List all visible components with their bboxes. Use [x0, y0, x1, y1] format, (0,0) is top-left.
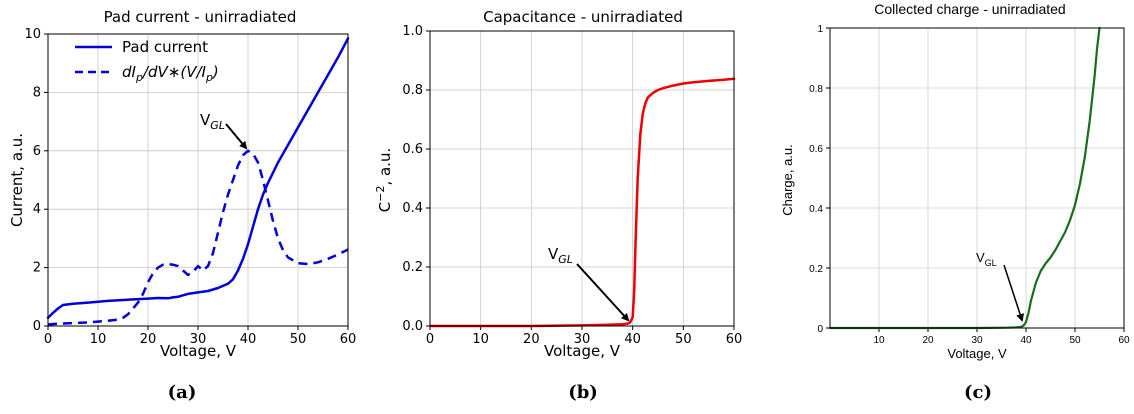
chart-b-xtick-label: 10 — [472, 332, 489, 347]
chart-c-xtick-label: 30 — [971, 335, 983, 346]
chart-a-xtick-label: 30 — [190, 332, 207, 347]
chart-c-xtick-label: 20 — [922, 335, 934, 346]
chart-b-annotation-text: VGL — [548, 245, 573, 266]
chart-c-ytick-label: 0.2 — [809, 264, 823, 275]
chart-b-lines — [428, 77, 736, 328]
chart-b-ytick-label: 0.0 — [402, 319, 423, 334]
chart-a-xtick-label: 0 — [44, 332, 52, 347]
chart-b-xtick-label: 0 — [426, 332, 434, 347]
chart-c-ytick-label: 0.8 — [809, 84, 823, 95]
chart-a-series-0-line — [46, 37, 350, 320]
chart-b-ytick-label: 0.2 — [402, 260, 423, 275]
chart-b-ylabel: C−2, a.u. — [374, 148, 394, 212]
chart-a-panel-label: (a) — [168, 382, 197, 403]
chart-a-xlabel: Voltage, V — [160, 342, 237, 360]
chart-b-ytick-label: 0.6 — [402, 142, 423, 157]
chart-c-ytick-label: 0.4 — [809, 204, 823, 215]
chart-b-ytick-label: 0.4 — [402, 201, 423, 216]
chart-b-series-0-line — [428, 77, 736, 328]
chart-a-series-1-line — [47, 149, 349, 326]
chart-c-title: Collected charge - unirradiated — [874, 1, 1065, 17]
chart-b-annotation-arrow — [576, 263, 630, 322]
chart-b-xtick-label: 30 — [574, 332, 591, 347]
chart-c-panel-label: (c) — [964, 382, 992, 403]
chart-b: Capacitance - unirradiated 0 10 20 30 40 50 60… — [374, 8, 742, 403]
chart-b-title: Capacitance - unirradiated — [483, 8, 683, 26]
chart-c-frame — [829, 27, 1125, 329]
chart-b-xtick-label: 50 — [675, 332, 692, 347]
chart-c-lines — [828, 26, 1101, 330]
chart-c-ytick-label: 0.6 — [809, 144, 823, 155]
chart-b-xlabel: Voltage, V — [544, 342, 621, 360]
chart-a-legend: Pad current dIp/dV∗(V/Ip) — [75, 38, 219, 84]
chart-c-xtick-label: 40 — [1020, 335, 1032, 346]
chart-c-annotation-arrow — [1003, 264, 1024, 322]
chart-c: Collected charge - unirradiated 10 20 30 40… — [780, 1, 1130, 403]
chart-c-ytick-label: 1 — [817, 24, 823, 35]
chart-a-ytick-label: 8 — [33, 85, 41, 100]
chart-c-xtick-label: 10 — [873, 335, 885, 346]
chart-b-xtick-label: 40 — [624, 332, 641, 347]
chart-a-lines — [46, 37, 350, 326]
chart-b-panel-label: (b) — [568, 382, 598, 403]
chart-a-ytick-label: 10 — [24, 27, 41, 42]
chart-a-ytick-label: 2 — [33, 261, 41, 276]
chart-a-xtick-label: 10 — [90, 332, 107, 347]
chart-a-ylabel: Current, a.u. — [8, 133, 26, 227]
chart-c-ylabel: Charge, a.u. — [780, 144, 795, 216]
chart-a-ytick-label: 4 — [33, 202, 41, 217]
chart-a-xtick-label: 20 — [140, 332, 157, 347]
chart-a-ticks: 0 10 20 30 40 50 60 0 2 4 6 8 10 — [24, 27, 356, 347]
chart-a-frame — [47, 33, 349, 327]
chart-a-annotation: VGL — [200, 111, 248, 150]
chart-a: Pad current - unirradiated 0 10 20 30 40 50 60… — [8, 8, 356, 403]
chart-b-xtick-label: 20 — [523, 332, 540, 347]
chart-a-xtick-label: 60 — [340, 332, 357, 347]
chart-b-ytick-label: 0.8 — [402, 83, 423, 98]
chart-a-annotation-text: VGL — [200, 111, 225, 132]
chart-a-xtick-label: 40 — [240, 332, 257, 347]
legend-label-derivative: dIp/dV∗(V/Ip) — [122, 63, 219, 84]
chart-a-title: Pad current - unirradiated — [104, 8, 297, 26]
chart-c-ytick-label: 0 — [817, 324, 823, 335]
chart-a-ytick-label: 0 — [33, 319, 41, 334]
chart-b-ytick-label: 1.0 — [402, 24, 423, 39]
chart-b-grid — [429, 30, 735, 327]
chart-b-frame — [429, 30, 735, 327]
chart-c-series-0-line — [828, 26, 1101, 330]
chart-c-xtick-label: 50 — [1069, 335, 1081, 346]
chart-c-ticks: 10 20 30 40 50 60 0 0.2 0.4 0.6 0.8 1 — [809, 24, 1130, 346]
chart-a-xtick-label: 50 — [290, 332, 307, 347]
chart-a-ytick-label: 6 — [33, 144, 41, 159]
legend-label-pad-current: Pad current — [122, 38, 208, 56]
chart-c-xlabel: Voltage, V — [947, 346, 1007, 361]
chart-b-ticks: 0 10 20 30 40 50 60 0.0 0.2 0.4 0.6 0.8 1.0 — [402, 24, 742, 347]
chart-b-xtick-label: 60 — [726, 332, 743, 347]
chart-a-annotation-arrow — [225, 123, 248, 150]
chart-c-annotation-text: VGL — [976, 250, 997, 268]
chart-b-annotation: VGL — [548, 245, 630, 322]
chart-c-xtick-label: 60 — [1118, 335, 1130, 346]
chart-c-annotation: VGL — [976, 250, 1024, 322]
